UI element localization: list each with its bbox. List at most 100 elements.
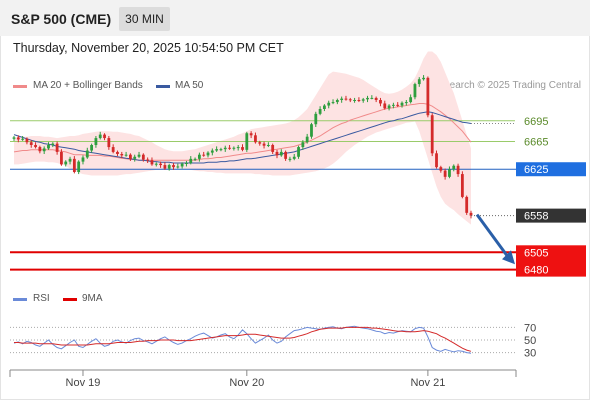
candle-body <box>228 147 231 149</box>
ma50-legend-label: MA 50 <box>175 80 204 91</box>
rsi-tick-label: 30 <box>524 348 536 360</box>
candle-body <box>154 163 158 165</box>
candle-body <box>133 156 137 159</box>
candle-body <box>159 163 162 166</box>
last-price-label: 6558 <box>524 211 548 223</box>
candle-body <box>400 102 404 106</box>
candle-body <box>417 79 421 85</box>
candle-body <box>297 147 300 157</box>
rsi-ma-line <box>14 326 472 352</box>
candle-body <box>327 102 331 106</box>
candle-body <box>374 97 378 100</box>
candle-body <box>275 151 279 156</box>
last-price-tag <box>516 208 586 223</box>
candle-body <box>396 104 400 106</box>
candle-body <box>439 167 443 171</box>
candle-body <box>60 151 63 165</box>
candle-body <box>245 133 249 150</box>
candle-body <box>38 147 42 152</box>
support-label: 6480 <box>524 265 548 277</box>
candle-body <box>344 98 348 100</box>
candle-body <box>284 151 288 159</box>
candle-body <box>85 150 89 158</box>
candle-body <box>185 163 188 164</box>
resistance-label: 6665 <box>524 137 548 149</box>
candle-body <box>129 154 132 159</box>
candle-body <box>465 196 469 213</box>
candle-body <box>210 150 214 153</box>
candle-body <box>137 154 141 157</box>
candle-body <box>357 100 361 101</box>
candle-body <box>292 156 296 159</box>
candle-body <box>51 143 55 145</box>
candle-body <box>409 97 413 103</box>
timeframe-button[interactable]: 30 MIN <box>119 7 170 31</box>
candle-body <box>469 212 473 216</box>
forecast-arrow-shaft <box>475 213 511 260</box>
candle-body <box>361 99 365 101</box>
ma20-line <box>13 103 472 161</box>
candle-body <box>206 152 210 156</box>
candle-body <box>12 137 16 139</box>
candle-body <box>430 115 434 154</box>
candle-body <box>25 138 29 143</box>
candle-body <box>422 77 425 80</box>
candle-body <box>146 159 150 161</box>
candle-body <box>116 151 119 154</box>
candle-body <box>370 97 374 99</box>
candle-body <box>314 113 318 125</box>
candle-body <box>318 109 322 114</box>
candle-body <box>387 105 391 109</box>
ma9-legend-label: 9MA <box>82 293 103 304</box>
candle-body <box>180 163 184 167</box>
candle-body <box>279 151 283 156</box>
candle-body <box>77 161 81 172</box>
candle-body <box>435 153 438 168</box>
candle-body <box>288 158 292 160</box>
candle-body <box>301 142 305 148</box>
candle-body <box>271 145 275 152</box>
candle-body <box>81 157 85 162</box>
support-label: 6505 <box>524 247 548 259</box>
candle-body <box>103 134 106 139</box>
candle-body <box>232 147 236 149</box>
candle-body <box>254 135 257 143</box>
candle-body <box>452 165 456 170</box>
candle-body <box>120 154 124 156</box>
candle-body <box>193 158 197 160</box>
candle-body <box>42 148 46 152</box>
candle-body <box>197 154 201 159</box>
candle-body <box>331 102 335 104</box>
research-credit: Research © 2025 Trading Central <box>431 80 581 91</box>
candle-body <box>305 136 309 143</box>
candle-body <box>55 143 59 152</box>
candle-body <box>98 134 102 139</box>
candle-body <box>262 143 266 146</box>
rsi-legend-swatch <box>13 298 27 301</box>
candle-body <box>202 154 206 156</box>
candle-body <box>258 142 262 144</box>
candle-body <box>176 166 180 168</box>
ma20-legend-swatch <box>13 85 27 88</box>
candle-body <box>21 138 25 140</box>
candle-body <box>68 158 72 162</box>
candle-body <box>460 174 464 197</box>
candle-body <box>172 165 175 168</box>
candle-body <box>64 161 68 165</box>
header-bar: S&P 500 (CME) 30 MIN <box>0 0 590 36</box>
current-price-tag <box>516 162 586 177</box>
instrument-title: S&P 500 (CME) <box>11 11 112 27</box>
candle-body <box>323 105 326 109</box>
candle-body <box>448 169 451 177</box>
rsi-tick-label: 50 <box>524 335 536 347</box>
candle-body <box>340 98 344 100</box>
candle-body <box>167 165 171 169</box>
candle-body <box>391 104 395 106</box>
candle-body <box>223 147 227 150</box>
current-price-label: 6625 <box>524 164 548 176</box>
candle-body <box>111 147 115 152</box>
forecast-arrow-head <box>502 250 515 265</box>
candle-body <box>249 133 253 136</box>
ma9-legend-swatch <box>63 298 77 301</box>
candle-body <box>404 102 408 104</box>
